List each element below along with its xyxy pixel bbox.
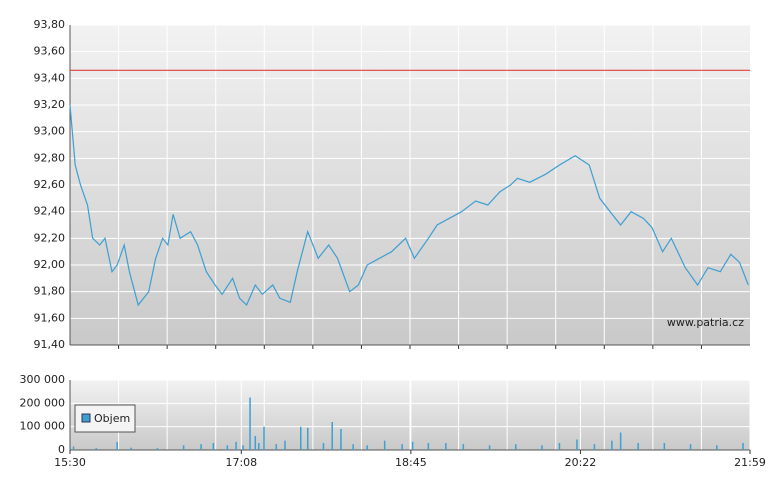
y-tick-label: 300 000 [20,373,66,386]
volume-bar [322,443,325,450]
watermark: www.patria.cz [667,316,744,329]
volume-bar [411,441,414,450]
y-tick-label: 92,20 [34,231,66,244]
y-tick-label: 93,00 [34,125,66,138]
volume-bar [637,443,639,450]
volume-bar [352,444,354,450]
volume-bar [340,429,342,450]
volume-bar [258,443,260,450]
volume-bar [306,427,309,450]
volume-bar [116,441,118,450]
price-line [69,104,749,307]
y-tick-label: 91,60 [34,311,66,324]
volume-bar [95,448,97,450]
y-tick-label: 91,40 [34,338,66,351]
x-tick-label: 15:30 [54,456,86,469]
volume-bar [249,397,251,450]
volume-bar [576,439,578,450]
y-tick-label: 93,60 [34,45,66,58]
volume-bar [515,444,517,450]
y-tick-label: 93,80 [34,18,66,31]
y-tick-label: 92,00 [34,258,66,271]
volume-bar [254,436,257,450]
y-tick-label: 200 000 [20,396,66,409]
volume-bar [593,444,596,450]
volume-bar [242,445,244,450]
volume-bar [558,443,561,450]
volume-bar [716,445,718,450]
volume-bar [331,422,333,450]
y-tick-label: 93,20 [34,98,66,111]
volume-bar [619,432,622,450]
volume-bar [445,443,447,450]
volume-bar [383,440,386,450]
x-tick-label: 20:22 [565,456,597,469]
x-tick-label: 21:59 [734,456,766,469]
volume-bar [72,446,75,450]
y-tick-label: 0 [58,443,65,456]
x-tick-label: 17:08 [225,456,257,469]
x-tick-label: 18:45 [395,456,427,469]
y-tick-label: 92,80 [34,151,66,164]
volume-bar [235,441,237,450]
legend-label: Objem [94,412,130,425]
volume-bar [299,426,302,450]
volume-bar [284,440,286,450]
volume-bar [200,444,202,450]
volume-bar [226,445,229,450]
volume-bar [212,443,215,450]
volume-bar [182,445,185,450]
volume-bar [263,426,265,450]
volume-bar [366,445,368,450]
volume-bar [611,440,613,450]
volume-bar [462,444,465,450]
volume-bar [742,443,744,450]
y-tick-label: 91,80 [34,285,66,298]
volume-bar [427,443,430,450]
volume-bar [488,445,491,450]
y-tick-label: 92,60 [34,178,66,191]
volume-bar [541,445,543,450]
y-tick-label: 92,40 [34,205,66,218]
volume-bar [130,447,132,450]
volume-bar [156,448,159,450]
volume-bar [689,444,692,450]
volume-bar [401,444,403,450]
legend-swatch [81,413,91,423]
y-tick-label: 100 000 [20,420,66,433]
y-tick-label: 93,40 [34,71,66,84]
volume-bar [663,443,666,450]
volume-bar [275,444,278,450]
